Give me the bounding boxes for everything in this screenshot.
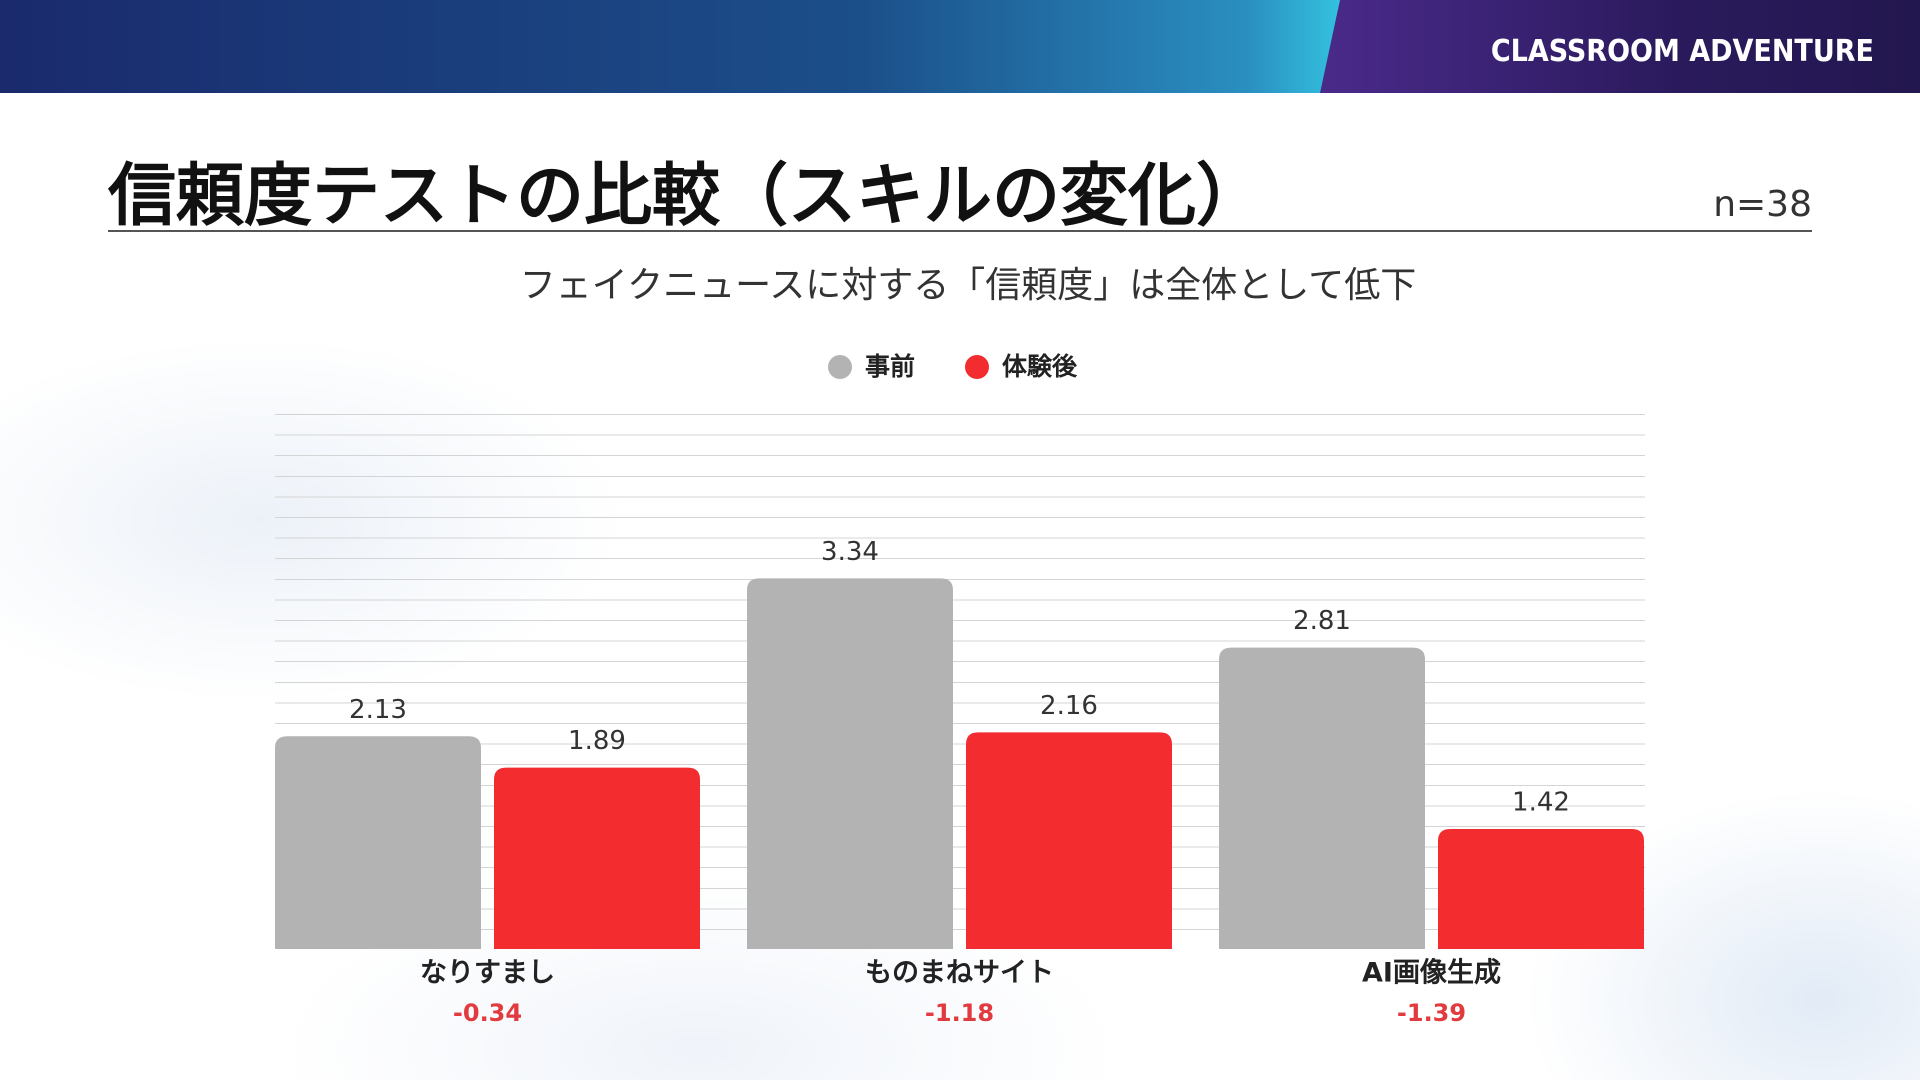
bar bbox=[1438, 828, 1644, 949]
difference-label: -0.34 bbox=[453, 999, 522, 1027]
chart-subtitle: フェイクニュースに対する「信頼度」は全体として低下 bbox=[519, 265, 1417, 306]
value-label: 1.89 bbox=[568, 726, 626, 756]
slide-title: 信頼度テストの比較（スキルの変化） bbox=[108, 157, 1265, 236]
bar bbox=[747, 578, 953, 949]
bar bbox=[494, 767, 700, 949]
brand: CLASSROOM ADVENTURE bbox=[1490, 34, 1874, 69]
legend-label: 事前 bbox=[865, 352, 915, 381]
sample-size: n=38 bbox=[1713, 184, 1812, 225]
value-label: 2.16 bbox=[1040, 691, 1098, 721]
value-label: 2.81 bbox=[1293, 606, 1351, 636]
difference-label: -1.39 bbox=[1397, 999, 1466, 1027]
difference-label: -1.18 bbox=[925, 999, 994, 1027]
x-tick-label: なりすまし bbox=[420, 958, 555, 989]
bar bbox=[966, 732, 1172, 949]
bar bbox=[275, 736, 481, 949]
legend-label: 体験後 bbox=[1002, 352, 1078, 381]
header-accent bbox=[1320, 0, 1920, 93]
value-label: 1.42 bbox=[1512, 787, 1570, 817]
title-rule bbox=[108, 230, 1812, 232]
bar bbox=[1219, 647, 1425, 949]
value-label: 2.13 bbox=[349, 695, 407, 725]
legend-swatch bbox=[828, 355, 852, 379]
value-label: 3.34 bbox=[821, 537, 879, 567]
legend-swatch bbox=[965, 355, 989, 379]
x-tick-label: AI画像生成 bbox=[1362, 958, 1501, 989]
x-tick-label: ものまねサイト bbox=[865, 958, 1054, 989]
